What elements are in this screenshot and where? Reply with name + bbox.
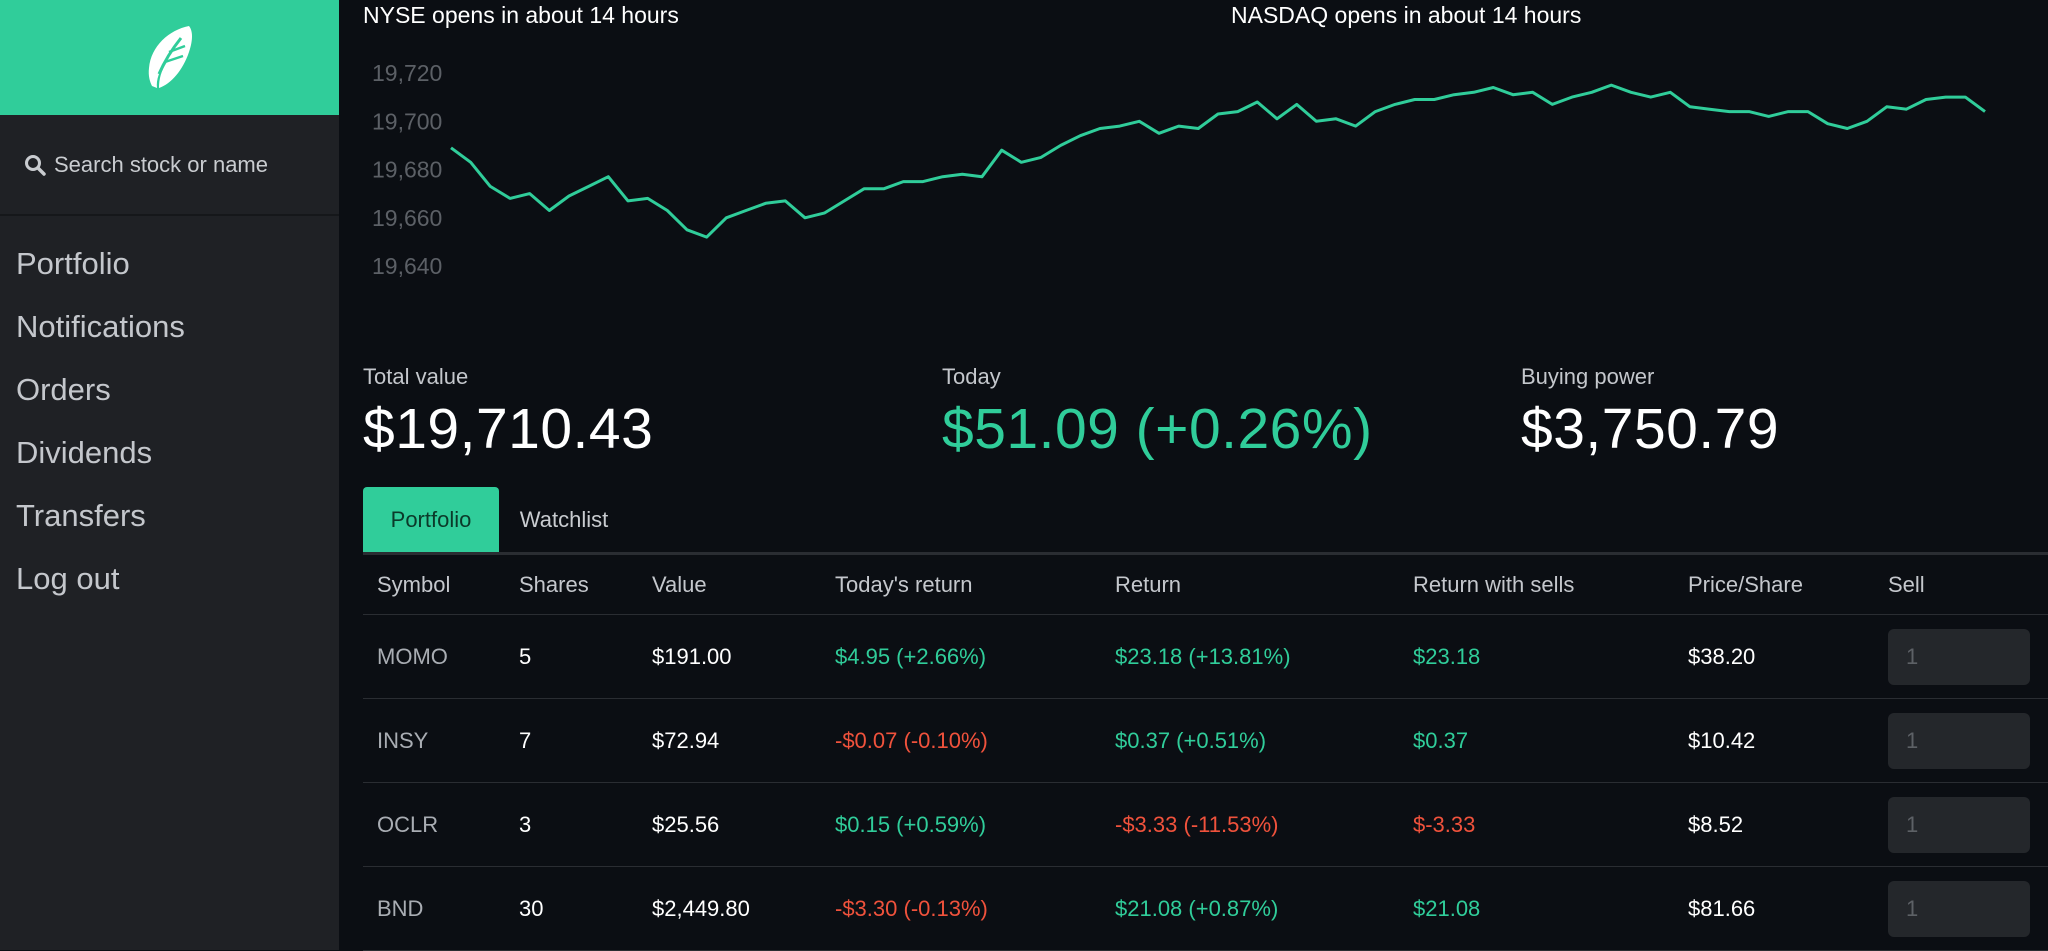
cell-return: $23.18 (+13.81%) — [1101, 614, 1399, 699]
cell-symbol[interactable]: MOMO — [363, 614, 505, 699]
cell-sell — [1874, 866, 2048, 951]
cell-return-with-sells: $21.08 — [1399, 866, 1674, 951]
cell-sell — [1874, 614, 2048, 699]
total-value-stat: Total value $19,710.43 — [363, 364, 653, 462]
sidebar-nav: Portfolio Notifications Orders Dividends… — [0, 232, 339, 610]
chart-series-line — [450, 83, 1986, 239]
cell-value: $25.56 — [638, 782, 821, 867]
cell-symbol[interactable]: BND — [363, 866, 505, 951]
search-icon — [24, 154, 46, 176]
cell-price-share: $10.42 — [1674, 698, 1874, 783]
nyse-status: NYSE opens in about 14 hours — [363, 2, 679, 28]
cell-todays-return: -$3.30 (-0.13%) — [821, 866, 1101, 951]
column-header-todays-return[interactable]: Today's return — [821, 555, 1101, 615]
sell-quantity-input[interactable] — [1888, 880, 2030, 937]
cell-shares: 7 — [505, 698, 638, 783]
sidebar-item-portfolio[interactable]: Portfolio — [16, 246, 130, 281]
column-header-price-share[interactable]: Price/Share — [1674, 555, 1874, 615]
sidebar: Search stock or name Portfolio Notificat… — [0, 0, 339, 950]
total-value-amount: $19,710.43 — [363, 397, 654, 461]
sell-quantity-input[interactable] — [1888, 712, 2030, 769]
table-header-row: Symbol Shares Value Today's return Retur… — [363, 555, 2048, 615]
cell-todays-return: -$0.07 (-0.10%) — [821, 698, 1101, 783]
cell-return: -$3.33 (-11.53%) — [1101, 782, 1399, 867]
search-box[interactable]: Search stock or name — [0, 115, 339, 216]
cell-symbol[interactable]: INSY — [363, 698, 505, 783]
cell-price-share: $81.66 — [1674, 866, 1874, 951]
cell-return-with-sells: $-3.33 — [1399, 782, 1674, 867]
cell-return-with-sells: $23.18 — [1399, 614, 1674, 699]
cell-shares: 5 — [505, 614, 638, 699]
cell-value: $72.94 — [638, 698, 821, 783]
tab-watchlist[interactable]: Watchlist — [519, 507, 609, 532]
search-placeholder: Search stock or name — [54, 151, 268, 177]
column-header-symbol[interactable]: Symbol — [363, 555, 505, 615]
buying-power-amount: $3,750.79 — [1521, 397, 1780, 461]
column-header-return[interactable]: Return — [1101, 555, 1399, 615]
sidebar-item-logout[interactable]: Log out — [16, 561, 120, 596]
cell-price-share: $8.52 — [1674, 782, 1874, 867]
y-tick-label: 19,680 — [372, 157, 442, 183]
today-label: Today — [942, 364, 1001, 389]
y-tick-label: 19,660 — [372, 205, 442, 231]
cell-symbol[interactable]: OCLR — [363, 782, 505, 867]
cell-todays-return: $0.15 (+0.59%) — [821, 782, 1101, 867]
portfolio-chart[interactable]: 19,640 19,660 19,680 19,700 19,720 — [339, 40, 2048, 340]
table-row[interactable]: MOMO 5 $191.00 $4.95 (+2.66%) $23.18 (+1… — [363, 614, 2048, 699]
column-header-shares[interactable]: Shares — [505, 555, 638, 615]
cell-return: $21.08 (+0.87%) — [1101, 866, 1399, 951]
sidebar-item-orders[interactable]: Orders — [16, 372, 111, 407]
portfolio-table: Symbol Shares Value Today's return Retur… — [363, 552, 2048, 951]
total-value-label: Total value — [363, 364, 469, 389]
cell-todays-return: $4.95 (+2.66%) — [821, 614, 1101, 699]
today-change-stat: Today $51.09 (+0.26%) — [942, 364, 1373, 462]
cell-price-share: $38.20 — [1674, 614, 1874, 699]
cell-value: $2,449.80 — [638, 866, 821, 951]
sidebar-item-transfers[interactable]: Transfers — [16, 498, 146, 533]
main-content: NYSE opens in about 14 hours NASDAQ open… — [339, 0, 2048, 951]
cell-value: $191.00 — [638, 614, 821, 699]
y-tick-label: 19,700 — [372, 108, 442, 134]
table-row[interactable]: BND 30 $2,449.80 -$3.30 (-0.13%) $21.08 … — [363, 866, 2048, 951]
y-tick-label: 19,720 — [372, 60, 442, 86]
cell-sell — [1874, 698, 2048, 783]
logo-area[interactable] — [0, 0, 339, 115]
sidebar-item-notifications[interactable]: Notifications — [16, 309, 185, 344]
nasdaq-status: NASDAQ opens in about 14 hours — [1231, 2, 1582, 28]
cell-shares: 30 — [505, 866, 638, 951]
feather-icon — [148, 26, 192, 88]
tab-portfolio[interactable]: Portfolio — [363, 487, 499, 552]
cell-sell — [1874, 782, 2048, 867]
column-header-sell: Sell — [1874, 555, 2048, 615]
sell-quantity-input[interactable] — [1888, 628, 2030, 685]
sell-quantity-input[interactable] — [1888, 796, 2030, 853]
y-tick-label: 19,640 — [372, 253, 442, 279]
cell-shares: 3 — [505, 782, 638, 867]
column-header-value[interactable]: Value — [638, 555, 821, 615]
cell-return: $0.37 (+0.51%) — [1101, 698, 1399, 783]
cell-return-with-sells: $0.37 — [1399, 698, 1674, 783]
table-row[interactable]: INSY 7 $72.94 -$0.07 (-0.10%) $0.37 (+0.… — [363, 698, 2048, 783]
buying-power-label: Buying power — [1521, 364, 1655, 389]
table-row[interactable]: OCLR 3 $25.56 $0.15 (+0.59%) -$3.33 (-11… — [363, 782, 2048, 867]
buying-power-stat: Buying power $3,750.79 — [1521, 364, 1779, 462]
sidebar-item-dividends[interactable]: Dividends — [16, 435, 153, 470]
today-change-amount: $51.09 (+0.26%) — [942, 397, 1373, 461]
column-header-return-with-sells[interactable]: Return with sells — [1399, 555, 1674, 615]
